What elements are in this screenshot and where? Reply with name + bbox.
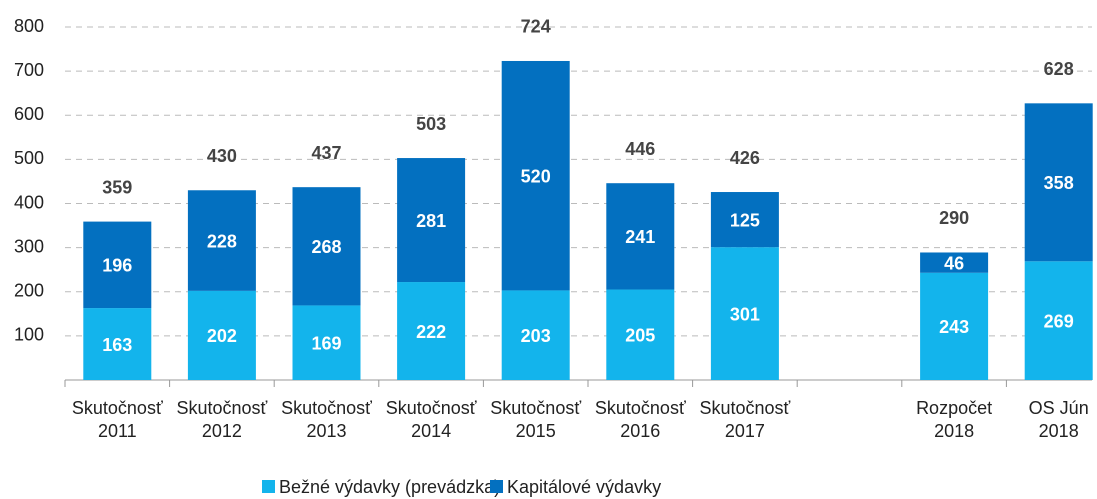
x-tick-label: Skutočnosť 2015 bbox=[490, 398, 582, 441]
data-label: 228 bbox=[207, 231, 237, 251]
bar-segment bbox=[397, 158, 466, 283]
data-label: 196 bbox=[102, 256, 132, 276]
total-label: 628 bbox=[1044, 59, 1074, 79]
bar-segment bbox=[187, 290, 256, 380]
data-label: 268 bbox=[311, 237, 341, 257]
legend-swatch bbox=[490, 480, 503, 493]
bar-segment bbox=[187, 190, 256, 291]
total-label: 437 bbox=[311, 143, 341, 163]
data-label: 281 bbox=[416, 211, 446, 231]
data-label: 358 bbox=[1044, 173, 1074, 193]
bar-segment bbox=[83, 221, 152, 309]
bar-segment bbox=[501, 290, 570, 380]
total-label: 724 bbox=[521, 17, 551, 37]
x-tick-label: Skutočnosť 2017 bbox=[699, 398, 791, 441]
x-tick-label: Skutočnosť 2011 bbox=[71, 398, 163, 441]
data-label: 169 bbox=[311, 333, 341, 353]
data-label: 301 bbox=[730, 304, 760, 324]
bar-segment bbox=[292, 305, 361, 380]
x-tick-label: Skutočnosť 2012 bbox=[176, 398, 268, 441]
bar-segment bbox=[83, 308, 152, 380]
legend-label: Bežné výdavky (prevádzka) bbox=[279, 477, 500, 497]
data-label: 46 bbox=[944, 253, 964, 273]
x-tick-label: Rozpočet 2018 bbox=[916, 398, 993, 441]
bar-segment bbox=[397, 282, 466, 380]
data-label: 205 bbox=[625, 326, 655, 346]
data-label: 125 bbox=[730, 210, 760, 230]
bar-segment bbox=[606, 289, 675, 380]
bar-segment bbox=[710, 192, 779, 248]
bar-segment bbox=[710, 247, 779, 380]
legend-swatch bbox=[262, 480, 275, 493]
y-tick-label: 600 bbox=[14, 104, 44, 124]
total-label: 426 bbox=[730, 148, 760, 168]
bar-segment bbox=[920, 272, 989, 380]
y-tick-label: 500 bbox=[14, 148, 44, 168]
data-label: 202 bbox=[207, 326, 237, 346]
x-tick-label: Skutočnosť 2014 bbox=[385, 398, 477, 441]
y-tick-label: 200 bbox=[14, 281, 44, 301]
total-label: 359 bbox=[102, 177, 132, 197]
x-tick-label: Skutočnosť 2013 bbox=[281, 398, 372, 441]
total-label: 446 bbox=[625, 139, 655, 159]
bar-segment bbox=[606, 183, 675, 290]
y-tick-label: 400 bbox=[14, 192, 44, 212]
bar-segment bbox=[501, 60, 570, 291]
data-label: 222 bbox=[416, 322, 446, 342]
total-label: 290 bbox=[939, 208, 969, 228]
data-label: 241 bbox=[625, 227, 655, 247]
bar-segment bbox=[1024, 103, 1093, 262]
data-label: 163 bbox=[102, 335, 132, 355]
y-tick-label: 800 bbox=[14, 16, 44, 36]
bar-segment bbox=[1024, 261, 1093, 380]
legend-label: Kapitálové výdavky bbox=[507, 477, 661, 497]
data-label: 243 bbox=[939, 317, 969, 337]
data-label: 520 bbox=[521, 166, 551, 186]
total-label: 430 bbox=[207, 146, 237, 166]
y-tick-label: 700 bbox=[14, 60, 44, 80]
total-label: 503 bbox=[416, 114, 446, 134]
y-tick-label: 100 bbox=[14, 325, 44, 345]
y-tick-label: 300 bbox=[14, 236, 44, 256]
x-tick-label: Skutočnosť 2016 bbox=[594, 398, 686, 441]
bar-segment bbox=[920, 252, 989, 273]
data-label: 203 bbox=[521, 326, 551, 346]
x-tick-label: OS Jún 2018 bbox=[1028, 398, 1089, 441]
data-label: 269 bbox=[1044, 311, 1074, 331]
bar-segment bbox=[292, 187, 361, 306]
